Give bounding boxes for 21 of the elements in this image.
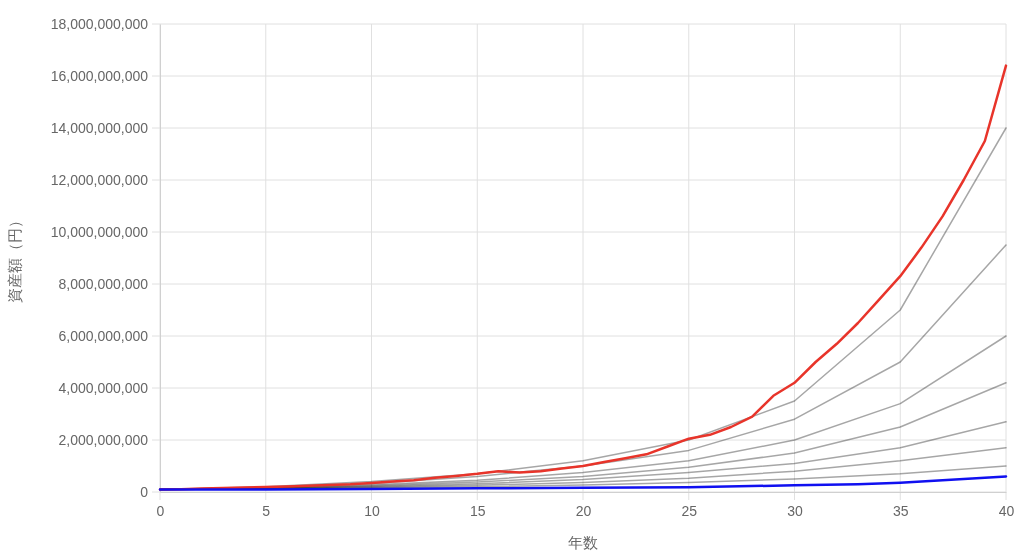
y-tick-label: 0	[140, 483, 149, 500]
y-tick-label: 18,000,000,000	[50, 15, 149, 32]
y-tick-label: 8,000,000,000	[58, 275, 149, 292]
x-tick-label: 15	[469, 502, 486, 519]
y-tick-label: 12,000,000,000	[50, 171, 149, 188]
x-tick-label: 40	[998, 502, 1015, 519]
y-tick-label: 10,000,000,000	[50, 223, 149, 240]
y-axis-title: 資産額（円）	[6, 213, 23, 303]
y-tick-label: 2,000,000,000	[58, 431, 149, 448]
y-tick-label: 16,000,000,000	[50, 67, 149, 84]
x-tick-label: 35	[892, 502, 909, 519]
x-tick-label: 10	[364, 502, 380, 519]
x-tick-label: 30	[787, 502, 803, 519]
y-tick-label: 14,000,000,000	[50, 119, 149, 136]
x-tick-label: 0	[156, 502, 165, 519]
x-axis-title: 年数	[568, 534, 598, 551]
y-tick-label: 4,000,000,000	[58, 379, 149, 396]
x-tick-label: 20	[575, 502, 592, 519]
x-tick-label: 5	[262, 502, 271, 519]
x-tick-label: 25	[681, 502, 698, 519]
y-tick-label: 6,000,000,000	[58, 327, 149, 344]
